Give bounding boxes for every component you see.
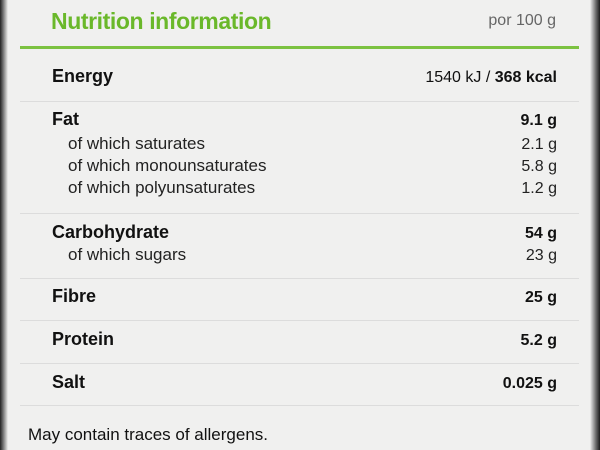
energy-label: Energy xyxy=(52,66,114,86)
header-divider xyxy=(20,46,579,49)
title: Nutrition information xyxy=(51,8,272,34)
row-carbohydrate: Carbohydrate 54 g xyxy=(52,222,557,243)
energy-separator: / xyxy=(481,69,495,86)
sugars-label: of which sugars xyxy=(68,245,187,264)
salt-value: 0.025 g xyxy=(502,375,557,392)
row-sugars: of which sugars 23 g xyxy=(68,245,557,265)
row-energy: Energy 1540 kJ / 368 kcal xyxy=(52,66,557,87)
divider xyxy=(20,101,579,102)
row-fat: Fat 9.1 g xyxy=(52,109,557,130)
monounsaturates-value: 5.8 g xyxy=(521,158,557,175)
row-saturates: of which saturates 2.1 g xyxy=(68,134,557,154)
energy-value: 1540 kJ / 368 kcal xyxy=(425,69,557,87)
row-protein: Protein 5.2 g xyxy=(52,329,557,350)
divider xyxy=(20,405,579,406)
protein-value: 5.2 g xyxy=(520,332,557,349)
fat-label: Fat xyxy=(52,109,79,129)
energy-kcal: 368 kcal xyxy=(494,69,557,86)
polyunsaturates-value: 1.2 g xyxy=(521,180,557,197)
row-monounsaturates: of which monounsaturates 5.8 g xyxy=(68,156,557,176)
row-polyunsaturates: of which polyunsaturates 1.2 g xyxy=(68,178,557,198)
divider xyxy=(20,320,579,321)
right-edge xyxy=(590,0,600,450)
per-serving-label: por 100 g xyxy=(488,12,556,29)
divider xyxy=(20,213,579,214)
protein-label: Protein xyxy=(52,329,115,349)
fibre-label: Fibre xyxy=(52,286,97,306)
divider xyxy=(20,278,579,279)
sugars-value: 23 g xyxy=(525,247,557,264)
energy-kj: 1540 kJ xyxy=(425,69,482,86)
salt-label: Salt xyxy=(52,372,86,392)
allergen-note: May contain traces of allergens. xyxy=(28,425,269,444)
monounsaturates-label: of which monounsaturates xyxy=(68,156,267,175)
row-salt: Salt 0.025 g xyxy=(52,372,557,393)
carbohydrate-value: 54 g xyxy=(524,225,557,242)
divider xyxy=(20,363,579,364)
saturates-label: of which saturates xyxy=(68,134,206,153)
saturates-value: 2.1 g xyxy=(521,136,557,153)
fat-value: 9.1 g xyxy=(520,112,557,129)
polyunsaturates-label: of which polyunsaturates xyxy=(68,178,256,197)
row-fibre: Fibre 25 g xyxy=(52,286,557,307)
carbohydrate-label: Carbohydrate xyxy=(52,222,170,242)
fibre-value: 25 g xyxy=(524,289,557,306)
left-edge xyxy=(0,0,8,450)
